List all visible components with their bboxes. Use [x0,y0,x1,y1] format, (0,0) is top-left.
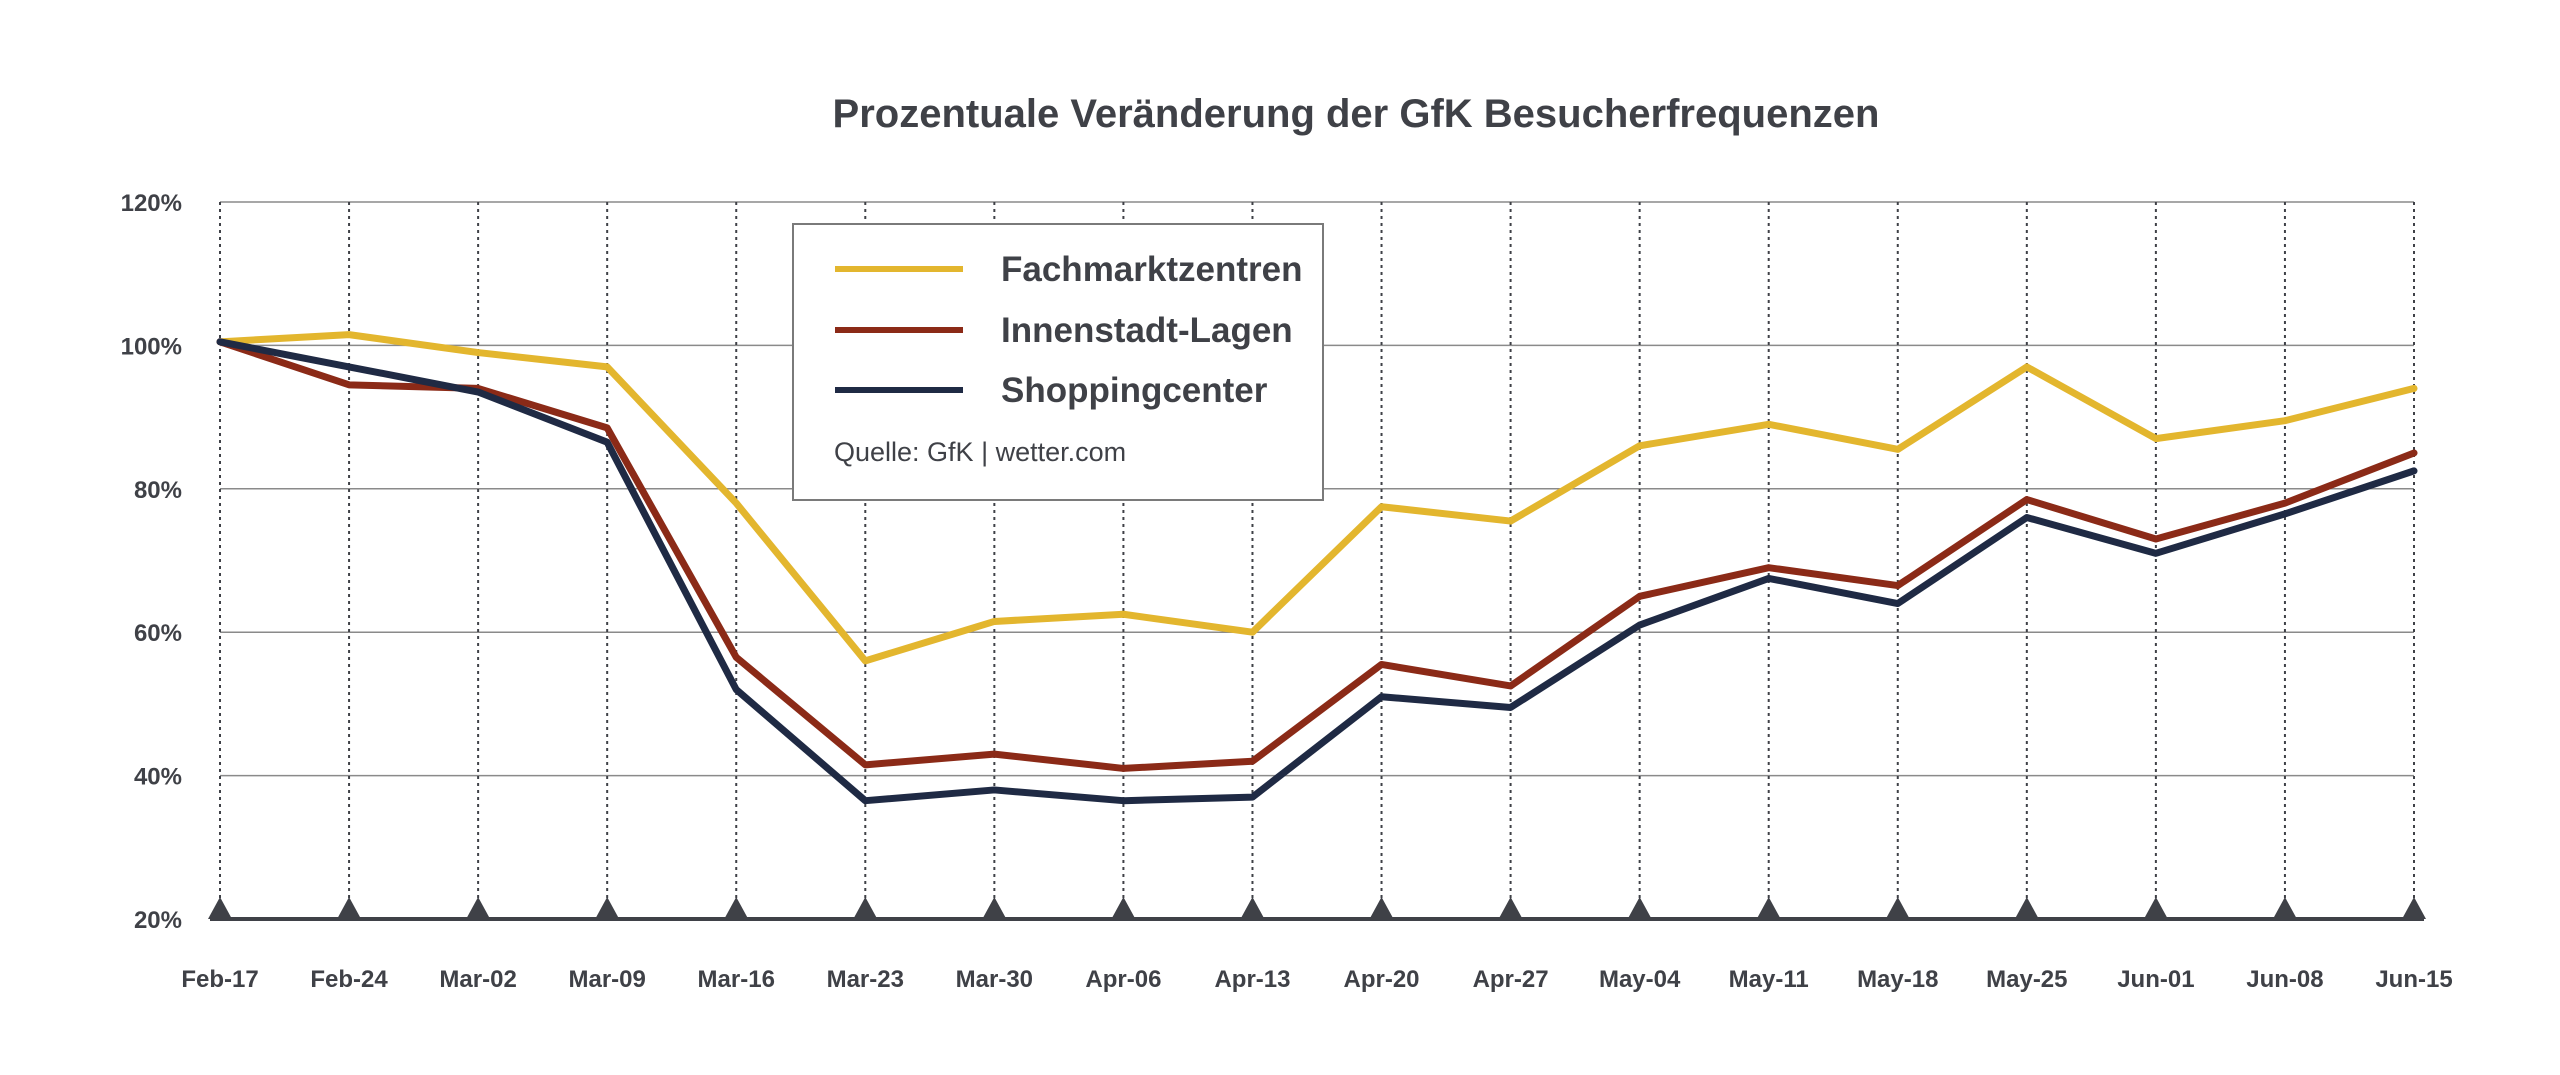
x-axis-marker [208,897,232,919]
x-tick-label: Mar-23 [827,966,904,993]
legend-label-fachmarktzentren: Fachmarktzentren [1001,250,1302,289]
x-axis-marker [2143,897,2168,919]
source-note: Quelle: GfK | wetter.com [834,437,1126,467]
y-tick-label: 20% [134,907,182,934]
legend-label-innenstadt-lagen: Innenstadt-Lagen [1001,311,1293,350]
x-tick-label: Jun-01 [2117,966,2194,993]
y-tick-label: 80% [134,477,182,504]
y-tick-label: 100% [121,333,182,360]
data-series [216,331,2418,805]
x-tick-label: Jun-15 [2375,966,2452,993]
x-tick-label: Mar-16 [698,966,775,993]
chart-title: Prozentuale Veränderung der GfK Besucher… [832,92,1880,136]
x-axis-marker [1885,897,1910,919]
x-axis-marker [1498,897,1523,919]
x-tick-label: Jun-08 [2246,966,2323,993]
x-tick-label: May-11 [1729,966,1809,993]
x-axis-marker [982,897,1007,919]
x-tick-label: Apr-20 [1344,966,1420,993]
x-axis-marker [2402,897,2426,919]
series-line-innenstadt-lagen [216,338,2418,772]
x-tick-label: Apr-27 [1473,966,1549,993]
x-axis-marker [1240,897,1265,919]
x-tick-label: May-04 [1599,966,1681,993]
x-tick-label: Apr-13 [1214,966,1290,993]
x-axis-marker [595,897,620,919]
x-tick-label: Mar-02 [439,966,516,993]
x-tick-label: Apr-06 [1085,966,1161,993]
x-tick-label: May-18 [1857,966,1938,993]
x-axis-ticks: Feb-17 Feb-24 Mar-02 Mar-09 Mar-16 Mar-23 Mar-… [181,966,2452,993]
legend: Fachmarktzentren Innenstadt-Lagen Shoppi… [792,223,1324,501]
x-axis-marker [1111,897,1136,919]
x-axis-marker [2014,897,2039,919]
x-tick-label: Mar-09 [568,966,645,993]
x-axis-marker [2272,897,2297,919]
series-line-shoppingcenter [216,338,2418,805]
x-axis-marker [724,897,749,919]
y-axis-ticks: 20% 40% 60% 80% 100% 120% [121,190,182,934]
x-tick-label: Feb-24 [310,966,388,993]
series-line-fachmarktzentren [216,331,2418,665]
x-axis-marker [1369,897,1394,919]
y-tick-label: 40% [134,764,182,791]
y-tick-label: 60% [134,620,182,647]
x-tick-label: Feb-17 [181,966,258,993]
x-axis-marker [1627,897,1652,919]
legend-label-shoppingcenter: Shoppingcenter [1001,371,1268,410]
x-axis-marker [466,897,491,919]
x-axis-marker [337,897,362,919]
y-tick-label: 120% [121,190,182,217]
x-axis-marker [1756,897,1781,919]
x-axis-marker [853,897,878,919]
x-tick-label: Mar-30 [956,966,1033,993]
x-tick-label: May-25 [1986,966,2067,993]
